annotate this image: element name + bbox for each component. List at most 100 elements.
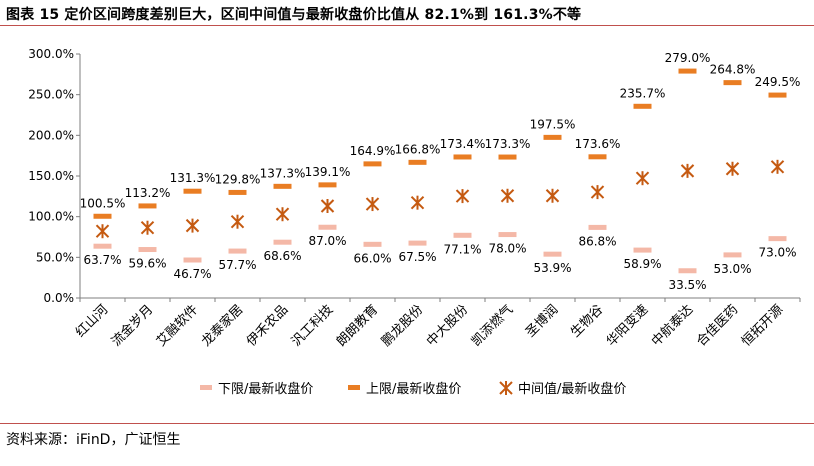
lower-bound-point: [768, 236, 787, 242]
lower-bound-label: 77.1%: [443, 242, 481, 256]
source-note: 资料来源：iFinD，广证恒生: [6, 432, 181, 448]
y-tick-label: 0.0%: [44, 291, 75, 305]
lower-bound-label: 87.0%: [308, 234, 346, 248]
upper-bound-point: [228, 189, 247, 195]
x-tick-label: 圣博润: [523, 302, 561, 340]
lower-bound-label: 66.0%: [353, 251, 391, 265]
upper-bound-point: [588, 154, 607, 160]
x-tick-label: 龙泰家居: [198, 302, 246, 350]
lower-bound-label: 53.0%: [713, 262, 751, 276]
x-tick-label: 中大股份: [424, 302, 471, 349]
upper-bound-label: 166.8%: [395, 142, 441, 156]
upper-bound-point: [318, 182, 337, 188]
upper-bound-label: 164.9%: [350, 144, 396, 158]
y-tick-label: 50.0%: [36, 250, 74, 264]
lower-bound-point: [183, 257, 202, 263]
chart: 0.0% 50.0% 100.0% 150.0% 200.0% 250.0% 300.0% 红…: [28, 47, 801, 397]
upper-bound-point: [498, 154, 517, 160]
lower-bound-label: 73.0%: [758, 246, 796, 260]
lower-bound-label: 86.8%: [578, 234, 616, 248]
x-tick-label: 鹏龙股份: [379, 302, 426, 349]
upper-bound-label: 173.3%: [485, 137, 531, 151]
mid-value-point: [725, 161, 740, 176]
upper-bound-point: [408, 159, 427, 165]
mid-value-point: [320, 199, 335, 214]
lower-bound-point: [408, 240, 427, 246]
upper-bound-point: [363, 161, 382, 167]
lower-bound-point: [633, 247, 652, 253]
mid-value-point: [545, 188, 560, 203]
mid-value-point: [590, 185, 605, 200]
mid-value-point: [185, 218, 200, 233]
upper-bound-point: [273, 183, 292, 189]
upper-bound-point: [453, 154, 472, 160]
lower-bound-point: [318, 224, 337, 230]
title-rule: [0, 25, 814, 26]
mid-value-point: [410, 195, 425, 210]
legend-marker: [499, 381, 513, 395]
mid-value-point: [500, 188, 515, 203]
x-tick-label: 合佳医药: [694, 302, 741, 349]
upper-bound-label: 197.5%: [530, 117, 576, 131]
mid-value-point: [770, 159, 785, 174]
upper-bound-point: [723, 80, 742, 86]
x-tick-label: 艾融软件: [154, 302, 201, 349]
x-tick-label: 中航泰达: [648, 302, 696, 350]
lower-bound-label: 46.7%: [173, 267, 211, 281]
mid-value-point: [95, 224, 110, 239]
upper-bound-point: [138, 203, 157, 209]
lower-bound-point: [543, 251, 562, 257]
lower-bound-label: 67.5%: [398, 250, 436, 264]
lower-bound-label: 58.9%: [623, 257, 661, 271]
lower-bound-point: [678, 268, 697, 274]
mid-value-point: [455, 189, 470, 204]
y-tick-label: 150.0%: [28, 169, 74, 183]
upper-bound-point: [768, 92, 787, 98]
legend-label: 中间值/最新收盘价: [518, 381, 626, 397]
upper-bound-label: 131.3%: [170, 171, 216, 185]
legend-label: 上限/最新收盘价: [366, 381, 461, 397]
upper-bound-label: 249.5%: [755, 75, 801, 89]
lower-bound-label: 68.6%: [263, 249, 301, 263]
mid-value-point: [365, 197, 380, 212]
x-tick-label: 红山河: [72, 302, 111, 341]
lower-bound-label: 57.7%: [218, 258, 256, 272]
x-tick-label: 恒拓开源: [739, 302, 786, 349]
legend-label: 下限/最新收盘价: [218, 381, 313, 397]
mid-value-point: [140, 220, 155, 235]
lower-bound-point: [588, 224, 607, 230]
mid-value-point: [230, 214, 245, 229]
upper-bound-label: 173.6%: [575, 137, 621, 151]
x-tick-label: 流金岁月: [108, 302, 156, 350]
y-tick-label: 100.0%: [28, 210, 74, 224]
lower-bound-point: [453, 232, 472, 238]
upper-bound-label: 235.7%: [620, 86, 666, 100]
upper-bound-label: 113.2%: [125, 186, 171, 200]
lower-bound-label: 63.7%: [83, 253, 121, 267]
upper-bound-label: 100.5%: [80, 196, 126, 210]
x-tick-label: 华阳变速: [603, 302, 651, 350]
upper-bound-point: [93, 213, 112, 219]
x-tick-label: 凯添燃气: [468, 302, 516, 350]
lower-bound-label: 78.0%: [488, 242, 526, 256]
footer-rule: [0, 423, 814, 424]
upper-bound-label: 173.4%: [440, 137, 486, 151]
chart-title: 图表 15 定价区间跨度差别巨大，区间中间值与最新收盘价比值从 82.1%到 1…: [6, 7, 582, 23]
upper-bound-point: [543, 134, 562, 140]
mid-value-point: [635, 171, 650, 186]
lower-bound-point: [363, 241, 382, 247]
upper-bound-label: 129.8%: [215, 172, 261, 186]
x-tick-label: 汎工科技: [289, 302, 336, 349]
x-tick-label: 伊禾农品: [244, 302, 291, 349]
x-tick-label: 朗朗教育: [333, 302, 381, 350]
lower-bound-label: 33.5%: [668, 278, 706, 292]
legend-marker: [200, 385, 212, 390]
lower-bound-point: [723, 252, 742, 258]
y-tick-label: 300.0%: [28, 47, 74, 61]
x-tick-label: 生物谷: [568, 302, 606, 340]
lower-bound-point: [138, 247, 157, 253]
lower-bound-label: 59.6%: [128, 257, 166, 271]
mid-value-point: [680, 163, 695, 178]
y-tick-label: 250.0%: [28, 88, 74, 102]
upper-bound-label: 137.3%: [260, 166, 306, 180]
